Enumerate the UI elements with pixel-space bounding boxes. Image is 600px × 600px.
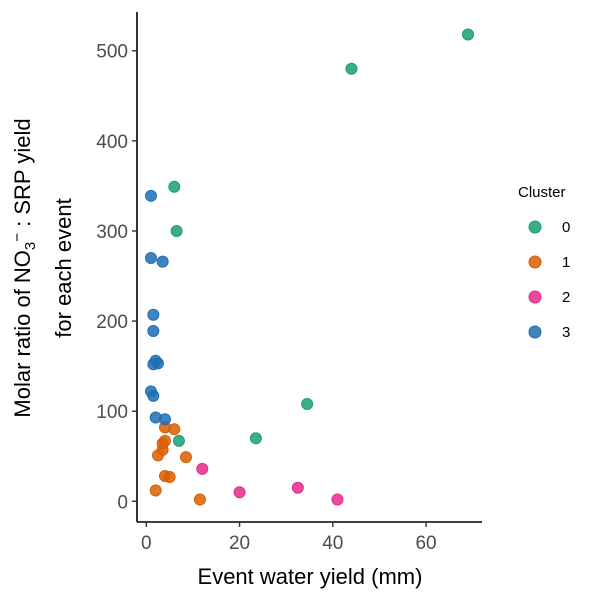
data-point-cluster-3 — [144, 189, 157, 202]
data-point-cluster-1 — [168, 423, 181, 436]
data-point-cluster-0 — [345, 62, 358, 75]
x-axis-title: Event water yield (mm) — [198, 564, 423, 589]
y-axis-title-suffix: : SRP yield — [10, 118, 35, 233]
y-axis-title-subscript: 3 — [22, 242, 39, 250]
x-tick-label: 20 — [229, 533, 250, 554]
data-point-cluster-1 — [149, 484, 162, 497]
data-point-cluster-3 — [158, 413, 171, 426]
y-tick-label: 300 — [96, 222, 128, 243]
data-point-cluster-3 — [156, 255, 169, 268]
data-point-cluster-3 — [147, 389, 160, 402]
data-point-cluster-0 — [170, 224, 183, 237]
data-point-cluster-1 — [193, 493, 206, 506]
data-point-cluster-1 — [151, 449, 164, 462]
y-ticks: 0 100 200 300 400 500 — [96, 42, 137, 513]
x-ticks: 0 20 40 60 — [141, 522, 437, 554]
legend-key-cluster-2 — [528, 290, 542, 304]
legend-label-cluster-3: 3 — [562, 324, 570, 341]
y-tick-label: 0 — [117, 492, 128, 513]
data-point-cluster-3 — [147, 358, 160, 371]
plot-points — [144, 28, 475, 506]
legend-label-cluster-0: 0 — [562, 219, 570, 236]
y-tick-label: 200 — [96, 312, 128, 333]
data-point-cluster-3 — [147, 324, 160, 337]
x-tick-label: 40 — [322, 533, 343, 554]
legend-key-cluster-1 — [528, 255, 542, 269]
data-point-cluster-0 — [168, 180, 181, 193]
y-tick-label: 500 — [96, 42, 128, 63]
y-axis-title-superscript: − — [9, 233, 26, 242]
legend-label-cluster-2: 2 — [562, 289, 570, 306]
legend: Cluster 0 1 2 3 — [518, 184, 570, 341]
legend-label-cluster-1: 1 — [562, 254, 570, 271]
data-point-cluster-0 — [301, 397, 314, 410]
data-point-cluster-3 — [147, 308, 160, 321]
y-axis-title-prefix: Molar ratio of NO — [10, 250, 35, 418]
x-tick-label: 0 — [141, 533, 152, 554]
data-point-cluster-2 — [196, 462, 209, 475]
data-point-cluster-2 — [291, 481, 304, 494]
data-point-cluster-3 — [144, 251, 157, 264]
x-tick-label: 60 — [415, 533, 436, 554]
data-point-cluster-0 — [172, 434, 185, 447]
data-point-cluster-2 — [233, 486, 246, 499]
y-axis-title: Molar ratio of NO3− : SRP yield — [9, 118, 39, 417]
data-point-cluster-0 — [249, 432, 262, 445]
legend-title: Cluster — [518, 184, 566, 201]
y-tick-label: 100 — [96, 402, 128, 423]
data-point-cluster-0 — [462, 28, 475, 41]
data-point-cluster-1 — [163, 470, 176, 483]
data-point-cluster-2 — [331, 493, 344, 506]
data-point-cluster-1 — [179, 451, 192, 464]
y-tick-label: 400 — [96, 132, 128, 153]
y-axis-title-line2: for each event — [51, 198, 76, 337]
legend-key-cluster-0 — [528, 220, 542, 234]
legend-key-cluster-3 — [528, 325, 542, 339]
